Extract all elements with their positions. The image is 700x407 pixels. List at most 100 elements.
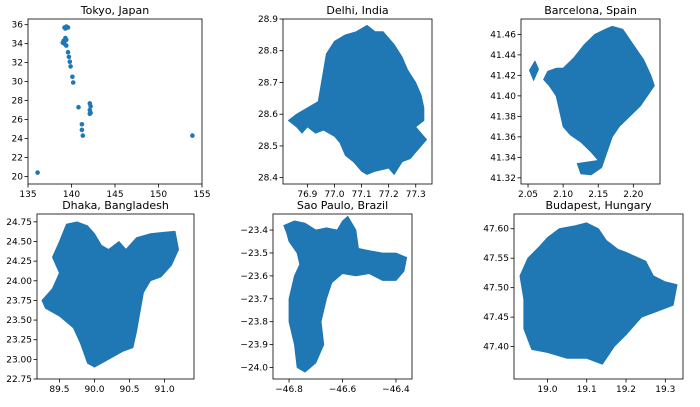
y-tick-label: 36	[12, 21, 24, 31]
x-tick-label: 19.3	[655, 385, 675, 395]
city-boundary-shape	[519, 222, 678, 365]
panel-title: Dhaka, Bangladesh	[62, 199, 169, 212]
data-point	[66, 54, 72, 60]
x-tick-label: 140	[63, 190, 80, 200]
data-point	[87, 111, 93, 117]
data-point	[64, 43, 69, 48]
y-tick-label: 41.38	[490, 112, 516, 122]
y-tick-label: 28.5	[258, 142, 278, 152]
x-tick-label: 91.0	[155, 385, 175, 395]
plot-area	[529, 25, 655, 176]
x-tick-label: 145	[106, 190, 123, 200]
y-tick-label: 28.4	[258, 174, 278, 184]
x-tick-label: 19.2	[616, 385, 636, 395]
y-tick-label: 34	[12, 40, 24, 50]
y-tick-label: 24.00	[6, 277, 32, 287]
x-tick-label: 2.05	[518, 190, 538, 200]
y-tick-label: 41.32	[490, 174, 516, 184]
y-tick-label: 23.75	[6, 296, 32, 306]
x-tick-label: 76.9	[297, 190, 317, 200]
city-boundary-shape	[283, 215, 408, 373]
panel-1: Tokyo, Japan 135 140 145 150 155 20 22 24 26 28 30 3…	[12, 4, 211, 200]
data-point	[64, 37, 69, 43]
y-tick-label: 23.50	[6, 316, 32, 326]
x-tick-label: 77.3	[406, 190, 426, 200]
data-point	[88, 103, 93, 109]
y-tick-label: 41.34	[490, 153, 516, 163]
axes-frame	[520, 18, 661, 185]
plot-area	[519, 222, 678, 365]
y-tick-label: −23.8	[240, 318, 268, 328]
axes-frame	[282, 18, 433, 185]
y-tick-label: 24.25	[6, 257, 32, 267]
y-tick-label: 47.55	[483, 254, 509, 264]
axes-frame	[36, 213, 195, 380]
y-tick-label: 26	[12, 116, 24, 126]
data-point	[67, 59, 73, 64]
data-point	[70, 74, 75, 80]
y-tick-label: 23.00	[6, 355, 32, 365]
city-boundary-shape	[543, 25, 655, 176]
y-tick-label: 41.46	[490, 30, 516, 40]
data-point	[60, 40, 66, 45]
y-tick-label: 47.50	[483, 284, 509, 294]
x-tick-label: 135	[19, 190, 36, 200]
y-tick-label: 24.75	[6, 218, 32, 228]
y-tick-label: −23.4	[240, 226, 268, 236]
data-point	[76, 104, 81, 110]
plot-area	[283, 215, 408, 373]
y-tick-label: 30	[12, 78, 24, 88]
x-tick-label: 2.15	[588, 190, 608, 200]
x-tick-label: 90.0	[84, 385, 104, 395]
y-tick-label: 24.50	[6, 238, 32, 248]
panel-4: Dhaka, Bangladesh 89.5 90.0 90.5 91.0 22.75 23…	[6, 199, 195, 395]
y-tick-label: 28.8	[258, 47, 278, 57]
y-tick-label: 47.40	[483, 343, 509, 353]
y-tick-label: 23.25	[6, 336, 32, 346]
y-tick-label: 22.75	[6, 375, 32, 385]
y-tick-label: −23.7	[240, 295, 268, 305]
y-tick-label: 28.7	[258, 78, 278, 88]
plot-area	[41, 221, 179, 368]
y-tick-label: 28.6	[258, 110, 278, 120]
panel-title: Tokyo, Japan	[80, 4, 149, 17]
panel-title: Budapest, Hungary	[546, 199, 652, 212]
x-tick-label: −46.4	[382, 385, 410, 395]
y-tick-label: 41.40	[490, 92, 516, 102]
axes-frame	[513, 213, 684, 380]
city-boundary-shape	[529, 60, 539, 81]
x-tick-label: 2.10	[553, 190, 573, 200]
city-boundary-shape	[288, 24, 427, 175]
panel-title: Delhi, India	[326, 4, 388, 17]
y-tick-label: 20	[12, 172, 24, 182]
y-tick-label: 24	[12, 134, 24, 144]
y-tick-label: 41.42	[490, 71, 516, 81]
plot-area	[35, 24, 195, 175]
plot-area	[288, 24, 427, 175]
data-point	[70, 80, 76, 85]
y-tick-label: 47.60	[483, 225, 509, 235]
x-tick-label: 77.2	[379, 190, 399, 200]
city-boundary-shape	[41, 221, 179, 368]
axes-frame	[27, 18, 203, 185]
x-tick-label: 19.1	[577, 385, 597, 395]
x-tick-label: 90.5	[119, 385, 139, 395]
x-tick-label: 150	[150, 190, 167, 200]
x-tick-label: −46.8	[275, 385, 303, 395]
panel-5: Sao Paulo, Brazil −46.8 −46.6 −46.4 −23.4 −23…	[240, 199, 413, 395]
data-point	[35, 170, 40, 175]
y-tick-label: 32	[12, 59, 23, 69]
x-tick-label: −46.6	[329, 385, 357, 395]
y-tick-label: 41.44	[490, 51, 516, 61]
y-tick-label: −23.6	[240, 272, 268, 282]
panel-title: Sao Paulo, Brazil	[297, 199, 388, 212]
y-tick-label: 22	[12, 153, 23, 163]
data-point	[63, 26, 68, 31]
panel-6: Budapest, Hungary 19.0 19.1 19.2 19.3 47.40 47…	[483, 199, 684, 395]
x-tick-label: 77.1	[352, 190, 372, 200]
x-tick-label: 77.0	[324, 190, 344, 200]
data-point	[190, 133, 195, 138]
data-point	[65, 49, 71, 55]
